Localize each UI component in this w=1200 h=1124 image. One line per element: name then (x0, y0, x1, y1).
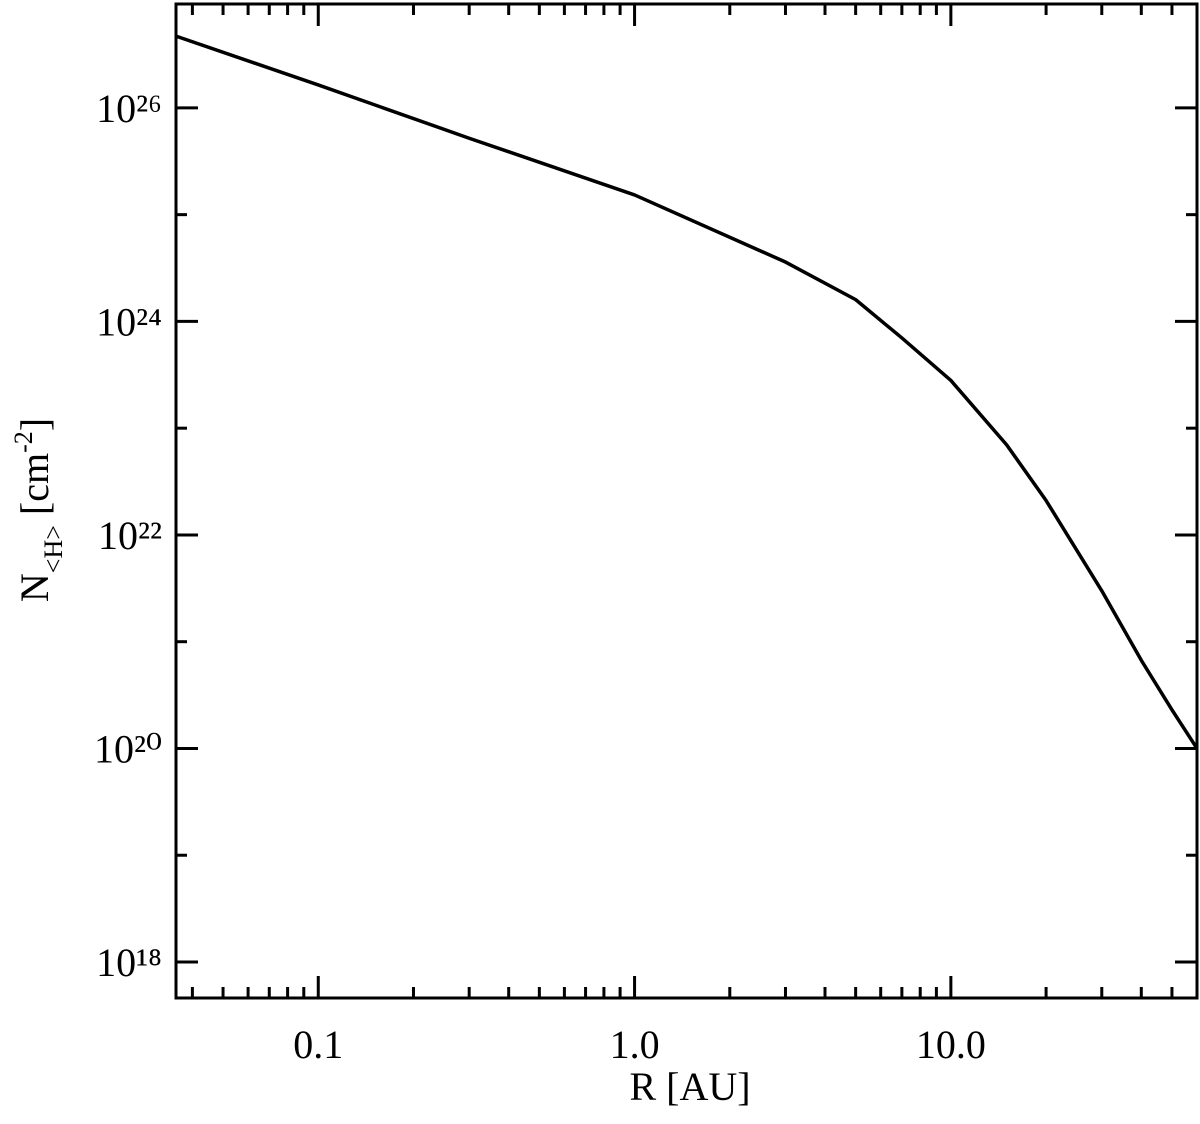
x-tick-label: 10.0 (916, 1022, 986, 1067)
y-tick-label: 10²⁴ (96, 299, 162, 344)
y-tick-label: 10²⁶ (96, 86, 162, 131)
y-label-part: N (12, 573, 57, 602)
y-label-part: ] (12, 418, 57, 431)
y-tick-label: 10¹⁸ (96, 940, 162, 985)
data-line (175, 34, 1199, 750)
x-tick-label: 1.0 (610, 1022, 660, 1067)
x-axis-label: R [AU] (629, 1064, 750, 1109)
y-axis-label: N<H> [cm-2] (9, 418, 68, 602)
y-tick-label: 10²² (98, 513, 162, 558)
y-tick-label: 10²⁰ (94, 726, 162, 771)
x-tick-label: 0.1 (293, 1022, 343, 1067)
y-label-sub: <H> (39, 525, 68, 573)
plot-frame (174, 2, 1199, 1000)
y-label-part: [cm (12, 453, 57, 525)
y-label-sup: -2 (9, 431, 38, 453)
